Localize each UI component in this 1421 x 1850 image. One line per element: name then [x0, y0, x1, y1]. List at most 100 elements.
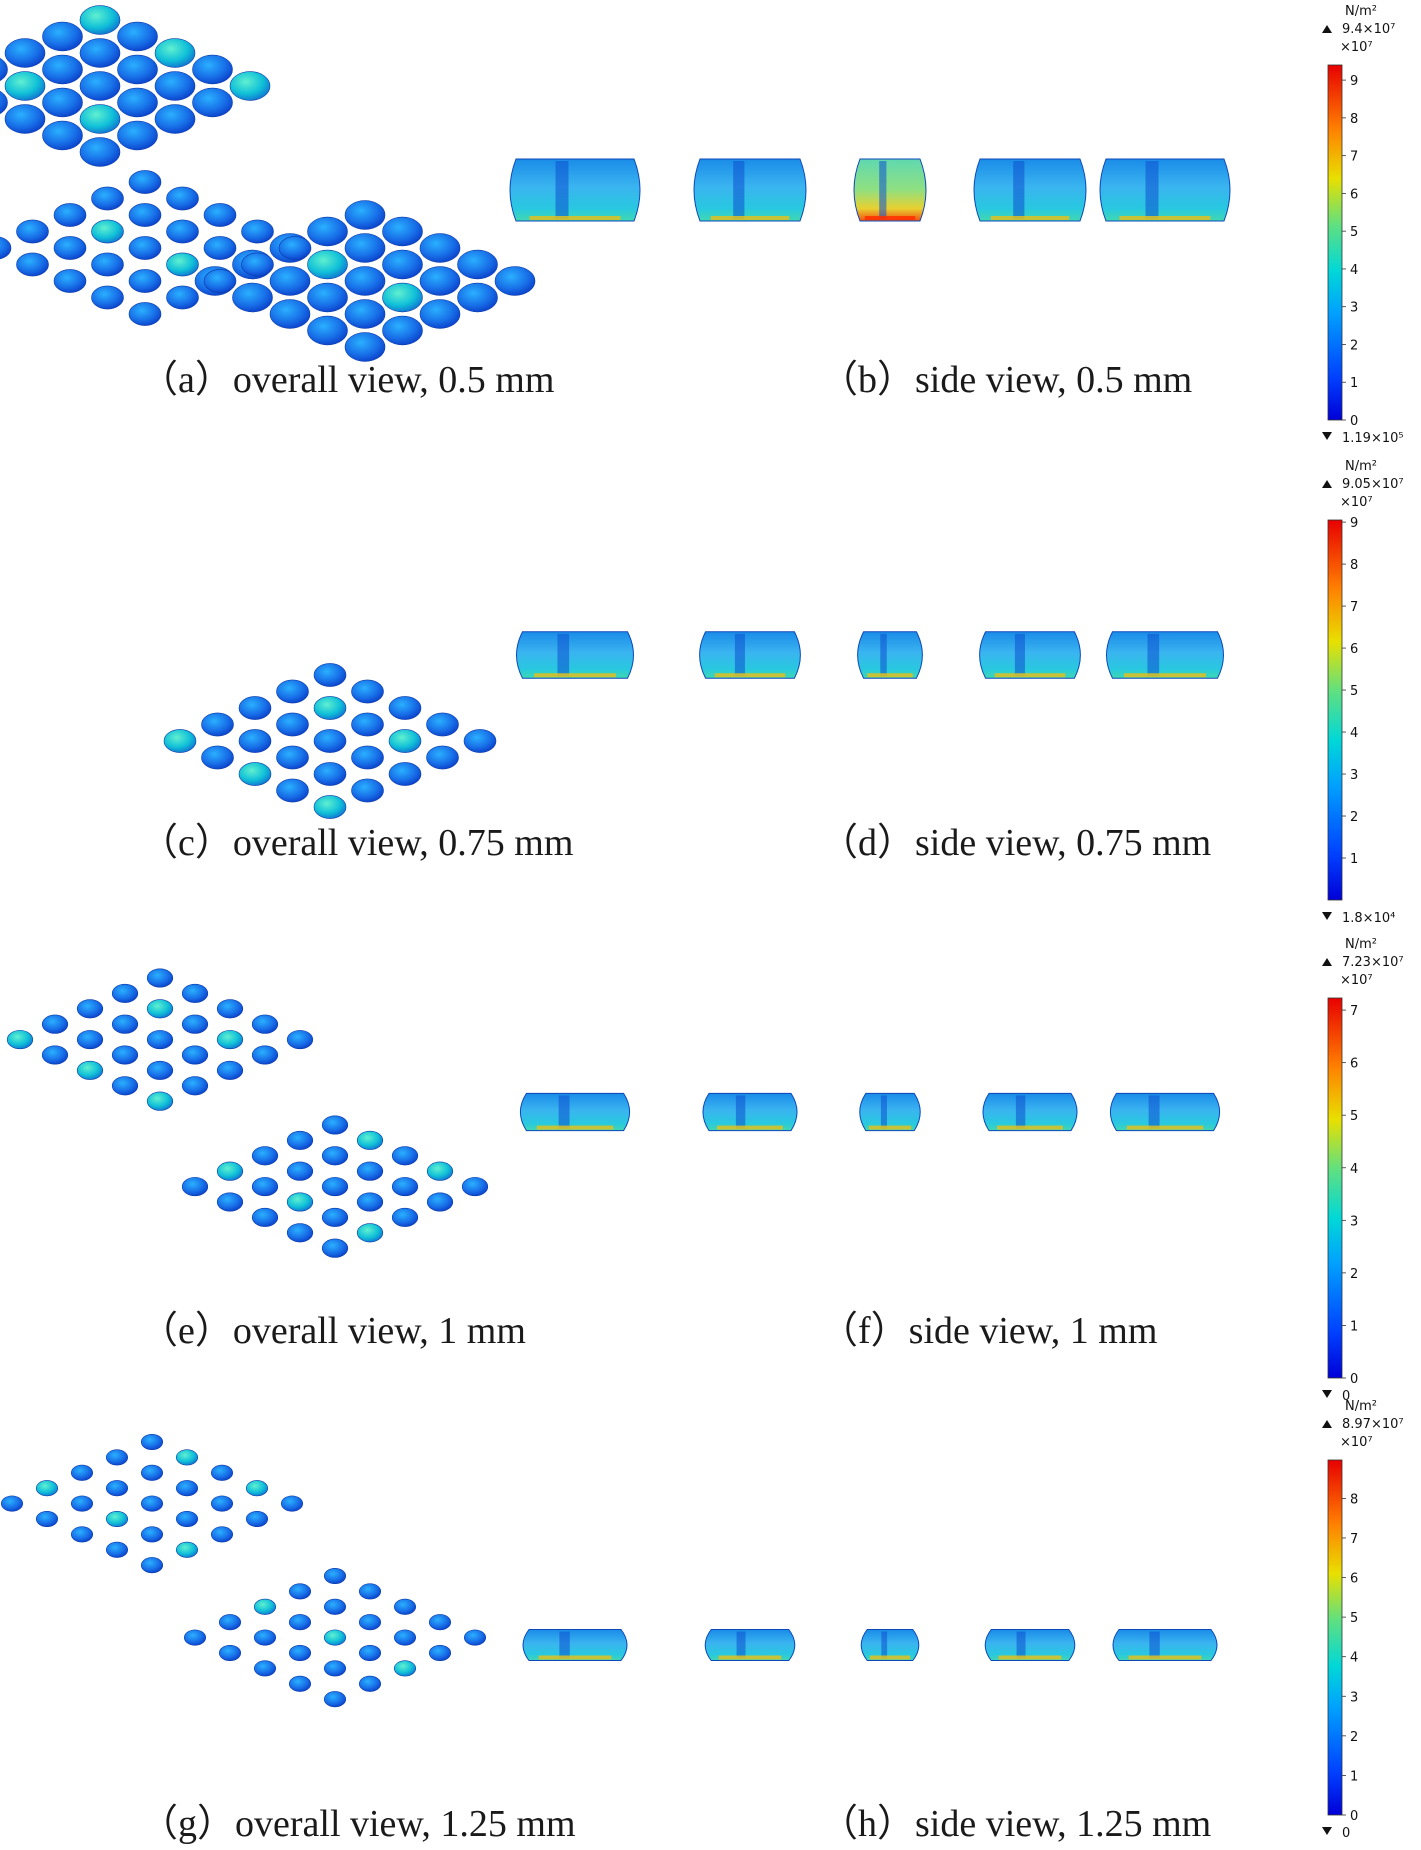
sensor-dot [181, 983, 209, 1003]
side-view-band [1145, 161, 1159, 219]
side-view-hotspot [868, 1125, 912, 1130]
sensor-dot [276, 712, 309, 737]
sensor-dot [111, 983, 139, 1003]
sensor-dot [128, 302, 162, 326]
side-view-element [522, 1629, 628, 1661]
side-view-hotspot [997, 1125, 1063, 1130]
side-view-element [1099, 158, 1231, 222]
sensor-dot [393, 1660, 417, 1677]
colorbar-tick-label: 5 [1350, 1109, 1358, 1124]
sensor-dot [286, 1192, 314, 1212]
sensor-dot [238, 696, 272, 720]
colorbar-gradient [1327, 519, 1343, 901]
caption-side-view: （h）side view, 1.25 mm [820, 1803, 1211, 1845]
colorbar-max: 9.05×10⁷ [1342, 477, 1404, 492]
colorbar-tick-label: 6 [1350, 1057, 1358, 1072]
colorbar-max: 7.23×10⁷ [1342, 955, 1404, 970]
sensor-dot [419, 299, 461, 329]
sensor-dot [313, 729, 347, 753]
side-view-element [1109, 1092, 1221, 1132]
sensor-dot [253, 1629, 277, 1646]
sensor-dot [463, 1629, 487, 1646]
caption-side-view: （f）side view, 1 mm [820, 1310, 1157, 1352]
sensor-dot [128, 236, 162, 260]
sensor-dot [382, 315, 423, 346]
sensor-dot [426, 745, 459, 770]
colorbar: N/m² 7.23×10⁷ ×10⁷ 7 6 5 4 3 2 1 00 [1322, 937, 1404, 1404]
colorbar-tick-label: 2 [1350, 1267, 1358, 1282]
sensor-dot [321, 1207, 349, 1227]
colorbar: N/m² 9.05×10⁷ ×10⁷ 9 8 7 6 5 4 3 2 1 1.8×10⁴ [1322, 459, 1404, 926]
sensor-dot [276, 745, 309, 770]
sensor-dot [166, 219, 199, 244]
colorbar-tick-label: 7 [1350, 600, 1358, 615]
colorbar-tick-label: 2 [1350, 338, 1358, 353]
sensor-dot [286, 1030, 314, 1050]
colorbar-min: 1.8×10⁴ [1342, 911, 1395, 926]
sensor-dot [0, 1495, 24, 1512]
sensor-dot [146, 999, 174, 1019]
side-view-band [881, 1631, 888, 1659]
colorbar-max: 8.97×10⁷ [1342, 1417, 1404, 1432]
sensor-dot [203, 269, 237, 293]
sensor-dot [313, 762, 347, 786]
sensor-dot [41, 1045, 69, 1065]
lower-dot-array [181, 1115, 489, 1258]
sensor-dot [35, 1480, 59, 1497]
sensor-dot [53, 236, 87, 260]
sensor-dot [146, 968, 174, 988]
sensor-dot [457, 249, 498, 280]
sensor-dot [426, 712, 459, 737]
sensor-dot [53, 203, 87, 227]
sensor-dot [105, 1480, 129, 1497]
lower-dot-array [163, 663, 497, 819]
side-view-hotspot [1124, 673, 1206, 678]
side-view-band [1016, 1631, 1026, 1659]
sensor-dot [216, 999, 244, 1019]
side-view-band [1148, 1095, 1160, 1129]
side-view-element [1112, 1629, 1218, 1661]
sensor-dot [140, 1464, 164, 1481]
side-view-element [704, 1629, 796, 1661]
caption-side-view: （d）side view, 0.75 mm [820, 822, 1211, 864]
sensor-dot [323, 1629, 347, 1646]
colorbar-tick-label: 1 [1350, 1319, 1358, 1334]
sensor-dot [70, 1526, 94, 1543]
sensor-dot [210, 1464, 234, 1481]
sensor-dot [91, 252, 124, 277]
sensor-dot [391, 1207, 419, 1227]
sensor-dot [358, 1644, 382, 1662]
colorbar-tick-label: 4 [1350, 1651, 1358, 1666]
colorbar-tick-label: 1 [1350, 376, 1358, 391]
sensor-dot [253, 1660, 277, 1677]
sensor-dot [307, 216, 348, 247]
side-view-row [509, 158, 1231, 222]
sensor-dot [288, 1644, 312, 1662]
sensor-dot [146, 1060, 174, 1080]
sensor-dot [245, 1510, 269, 1528]
sensor-dot [344, 233, 386, 263]
sensor-dot [6, 1030, 34, 1050]
colorbar-min: 0 [1342, 1389, 1350, 1404]
colorbar-tick-label: 2 [1350, 1730, 1358, 1745]
sensor-dot [388, 762, 422, 786]
side-view-band [733, 161, 745, 219]
sensor-dot [91, 285, 124, 310]
sensor-dot [280, 1495, 304, 1512]
sensor-dot [393, 1629, 417, 1646]
sensor-dot [76, 1030, 104, 1050]
colorbar-tick-label: 5 [1350, 225, 1358, 240]
sensor-dot [79, 5, 121, 35]
sensor-dot [382, 216, 423, 247]
sensor-dot [210, 1495, 234, 1512]
colorbar-tick-label: 8 [1350, 1492, 1358, 1507]
side-view-band [1015, 1095, 1026, 1129]
colorbar-tick-label: 6 [1350, 187, 1358, 202]
side-view-band [735, 1095, 746, 1129]
side-view-band [1013, 161, 1025, 219]
side-view-element [853, 158, 927, 222]
max-marker-icon [1322, 1420, 1332, 1428]
max-marker-icon [1322, 480, 1332, 488]
sensor-dot [70, 1464, 94, 1481]
sensor-dot [181, 1014, 209, 1034]
